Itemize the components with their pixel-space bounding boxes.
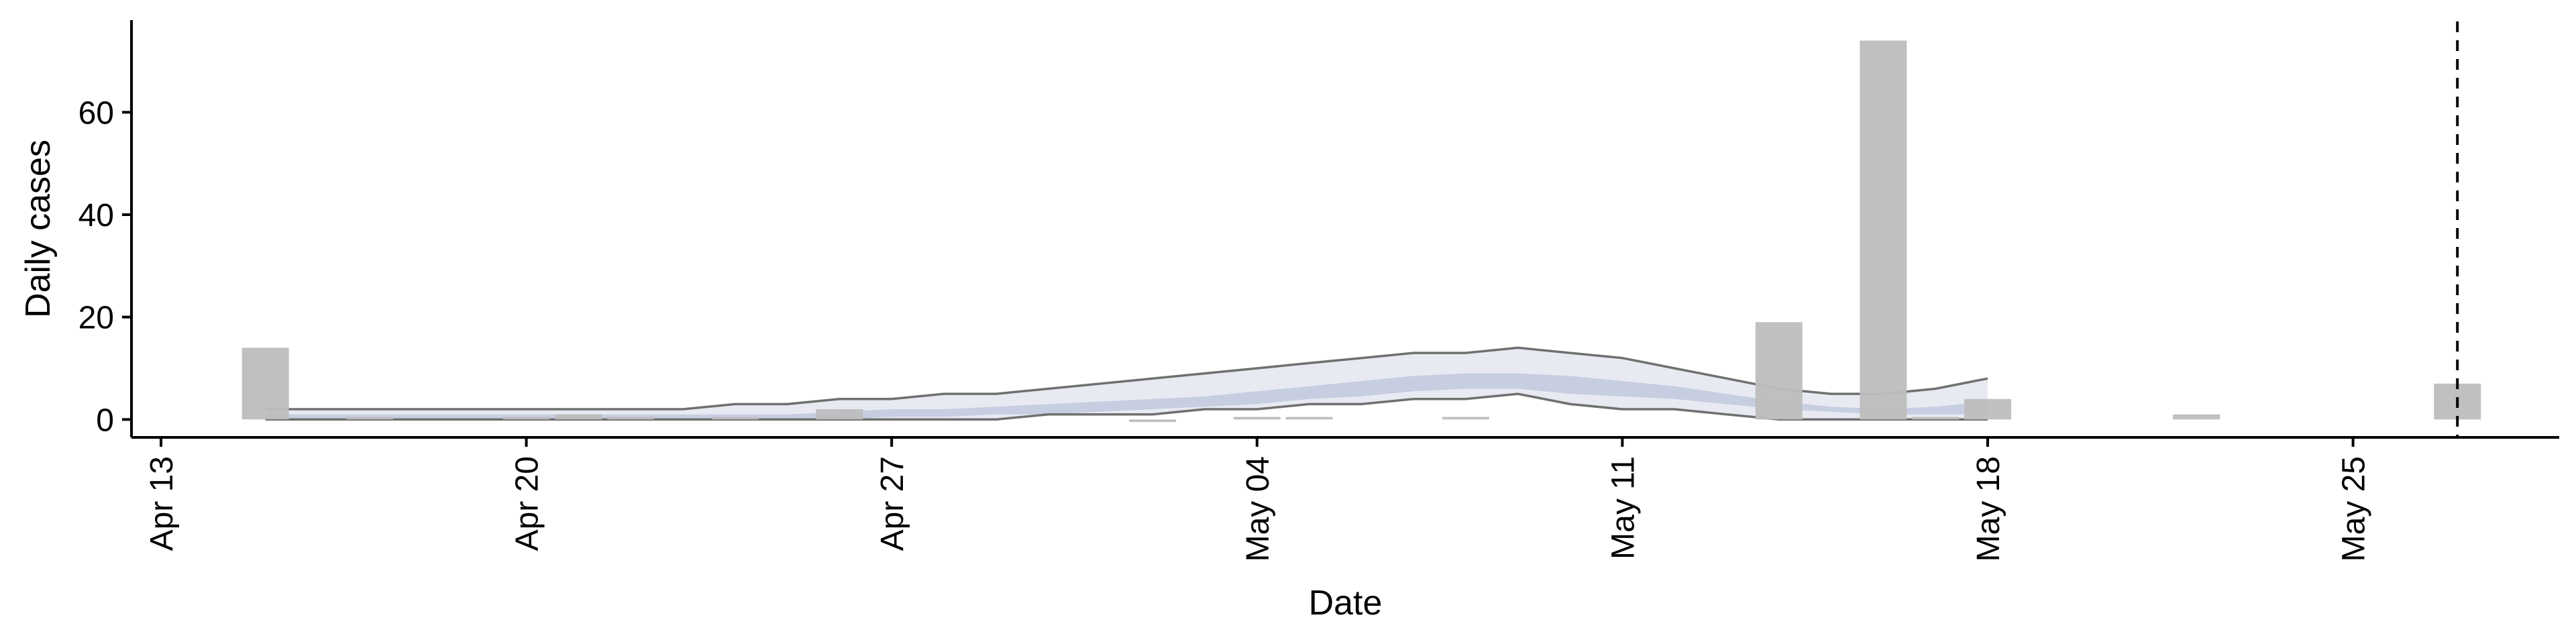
band-outer-area — [265, 347, 1988, 420]
x-ticks: Apr 13 Apr 20 Apr 27 May 04 May 11 May 18 May … — [144, 437, 2372, 561]
y-axis-title: Daily cases — [19, 140, 58, 318]
bar — [1233, 417, 1281, 420]
band-upper-line — [265, 346, 1988, 411]
axes — [130, 20, 2559, 439]
bar — [502, 417, 550, 420]
band-lower-line — [265, 392, 1988, 421]
x-tick-label: May 18 — [1971, 456, 2006, 561]
bar — [1129, 419, 1177, 423]
x-tick-label: Apr 13 — [144, 456, 180, 551]
bar — [1442, 417, 1489, 420]
bar — [346, 417, 394, 420]
bar-series — [241, 40, 2481, 423]
x-tick-label: Apr 20 — [510, 456, 545, 551]
bar — [1285, 417, 1333, 420]
y-ticks: 0 20 40 60 — [78, 95, 131, 438]
bar — [1755, 322, 1803, 420]
x-tick-label: May 11 — [1605, 456, 1641, 559]
x-tick-label: May 25 — [2337, 456, 2372, 561]
bar — [241, 347, 289, 420]
bar — [555, 414, 602, 420]
y-tick-label: 20 — [78, 301, 114, 336]
y-tick-label: 40 — [78, 198, 114, 233]
x-axis-title: Date — [1309, 584, 1383, 623]
bar — [1912, 417, 1960, 420]
y-tick-label: 60 — [78, 95, 114, 131]
bar — [2173, 414, 2220, 420]
y-tick-label: 0 — [96, 402, 114, 438]
bar — [816, 409, 863, 420]
bar — [607, 417, 655, 420]
x-tick-label: May 04 — [1240, 456, 1276, 561]
uncertainty-band — [265, 346, 1988, 421]
bar — [1964, 398, 2011, 420]
bar — [711, 417, 759, 420]
x-tick-label: Apr 27 — [875, 456, 910, 551]
band-inner-area — [265, 373, 1988, 420]
bar — [1860, 40, 1907, 420]
